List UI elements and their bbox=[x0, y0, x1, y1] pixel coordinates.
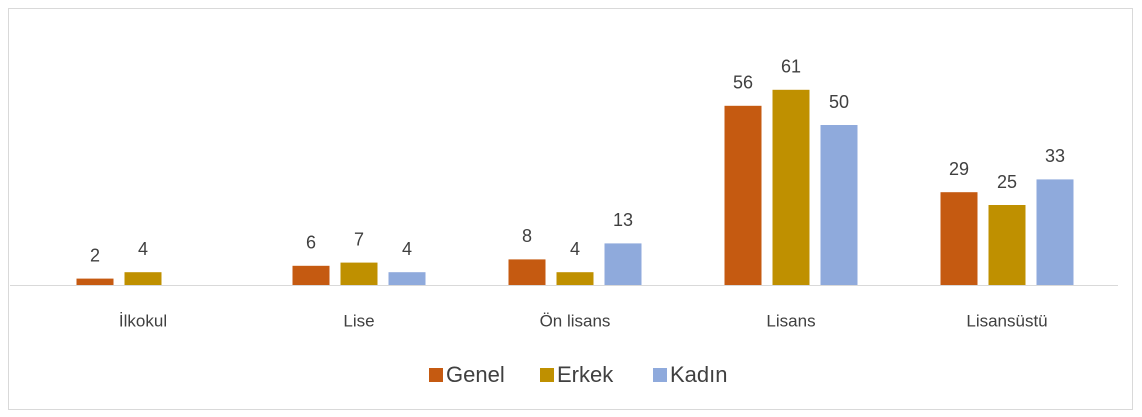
bar bbox=[820, 125, 858, 285]
legend-label: Erkek bbox=[557, 362, 614, 387]
data-label: 50 bbox=[829, 92, 849, 112]
legend-swatch bbox=[653, 368, 667, 382]
bar bbox=[508, 259, 546, 285]
x-tick-label: Lisans bbox=[766, 311, 815, 330]
bar bbox=[388, 272, 426, 285]
data-label: 29 bbox=[949, 159, 969, 179]
x-tick-label: Lisansüstü bbox=[966, 311, 1047, 330]
data-label: 33 bbox=[1045, 146, 1065, 166]
data-label: 2 bbox=[90, 245, 100, 265]
x-tick-label: Lise bbox=[343, 311, 374, 330]
bar bbox=[988, 205, 1026, 285]
data-label: 4 bbox=[138, 239, 148, 259]
legend-label: Genel bbox=[446, 362, 505, 387]
data-label: 4 bbox=[402, 239, 412, 259]
x-tick-label: Ön lisans bbox=[540, 311, 611, 330]
data-label: 25 bbox=[997, 172, 1017, 192]
bar bbox=[76, 278, 114, 285]
bar bbox=[940, 192, 978, 285]
data-label: 56 bbox=[733, 73, 753, 93]
data-label: 7 bbox=[354, 229, 364, 249]
data-label: 6 bbox=[306, 233, 316, 253]
bar bbox=[124, 272, 162, 285]
data-label: 4 bbox=[570, 239, 580, 259]
legend-swatch bbox=[540, 368, 554, 382]
x-tick-label: İlkokul bbox=[119, 311, 167, 330]
bar bbox=[604, 243, 642, 285]
data-label: 13 bbox=[613, 210, 633, 230]
bar bbox=[724, 105, 762, 285]
bar bbox=[556, 272, 594, 285]
legend-label: Kadın bbox=[670, 362, 728, 387]
bar bbox=[1036, 179, 1074, 285]
bar bbox=[292, 265, 330, 285]
legend-swatch bbox=[429, 368, 443, 382]
data-label: 61 bbox=[781, 57, 801, 77]
bar bbox=[340, 262, 378, 285]
data-label: 8 bbox=[522, 226, 532, 246]
bar bbox=[772, 89, 810, 285]
